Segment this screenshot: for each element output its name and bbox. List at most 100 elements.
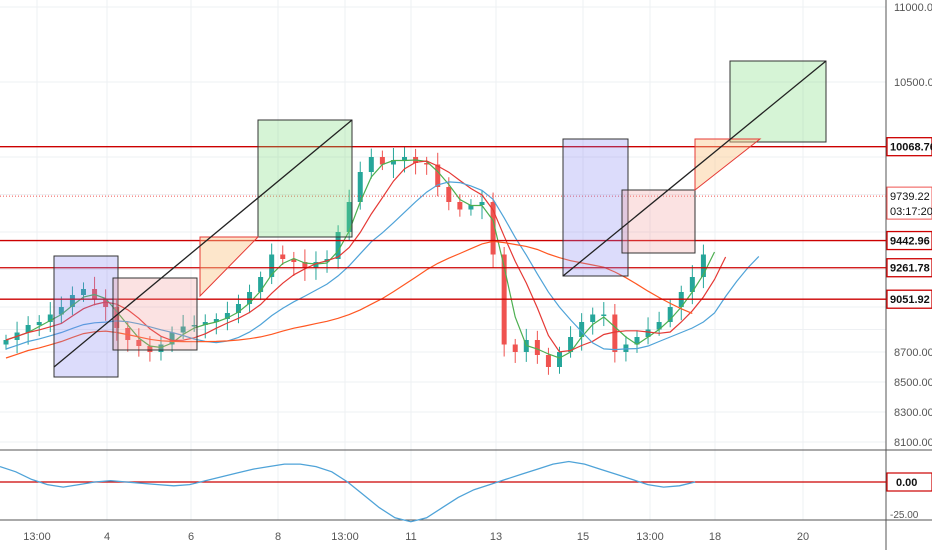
candle-body [545, 355, 551, 367]
level-price-tag [886, 137, 932, 157]
candle-body [457, 202, 463, 210]
candle-body [147, 346, 153, 352]
price-tick-label: 11000.00 [894, 2, 932, 14]
candle-body [634, 337, 640, 345]
candle-body [80, 289, 86, 295]
drawing-tools [53, 60, 827, 378]
price-tick-label: 8300.00 [894, 407, 932, 419]
candle-body [47, 314, 53, 322]
candle-body [213, 319, 219, 322]
oscillator-zero-label: 0.00 [896, 477, 917, 489]
time-tick-label: 4 [104, 531, 110, 543]
candle-body [114, 307, 120, 328]
level-price-label: 9261.78 [890, 263, 930, 275]
grid [0, 0, 886, 520]
time-tick-label: 13 [490, 531, 502, 543]
oscillator-pane [0, 460, 886, 523]
level-price-tag [886, 289, 932, 309]
candle-body [313, 262, 319, 268]
position-box[interactable] [257, 119, 353, 238]
candle-body [280, 254, 286, 259]
price-axis: 11000.00 10500.00 8700.00 8500.00 8300.00 810… [886, 2, 932, 521]
level-price-label: 9051.92 [890, 294, 930, 306]
candle-body [258, 277, 264, 292]
candle-body [590, 314, 596, 322]
candle-body [700, 254, 706, 277]
candle-body [667, 307, 673, 322]
candle-body [379, 157, 385, 165]
ema-fast-line [5, 159, 716, 359]
candle-body [36, 322, 42, 325]
candle-body [645, 329, 651, 337]
candle-body [58, 307, 64, 315]
time-tick-label: 8 [275, 531, 281, 543]
time-tick-label: 18 [709, 531, 721, 543]
level-price-tag [886, 258, 932, 278]
sma-line [5, 181, 760, 351]
candle-body [368, 157, 374, 172]
candle-body [435, 164, 441, 187]
candle-body [579, 322, 585, 337]
candle-body [69, 295, 75, 307]
candle-body [291, 259, 297, 262]
time-tick-label: 15 [577, 531, 589, 543]
level-price-tag [886, 230, 932, 251]
oscillator-line [0, 460, 696, 523]
triangle-drawing[interactable] [694, 138, 762, 192]
candle-body [601, 314, 607, 316]
ema-slow-line [5, 240, 693, 359]
candle-body [191, 325, 197, 327]
candle-body [623, 344, 629, 352]
level-price-label: 10068.76 [890, 142, 932, 154]
candle-body [302, 262, 308, 268]
levels [0, 146, 886, 300]
candle-body [568, 337, 574, 352]
triangle-drawing[interactable] [199, 236, 260, 298]
position-box[interactable] [53, 255, 119, 378]
time-axis: 13:00 4 6 8 13:00 11 13 15 13:00 18 20 [23, 531, 809, 543]
price-tick-label: 8100.00 [894, 437, 932, 449]
candle-body [656, 322, 662, 330]
candle-body [335, 232, 341, 259]
candle-body [247, 292, 253, 304]
candle-body [169, 332, 175, 345]
level-price-label: 9442.96 [890, 236, 930, 248]
time-tick-label: 6 [188, 531, 194, 543]
candle-body [136, 340, 142, 346]
trend-line[interactable] [53, 119, 353, 368]
candle-body [180, 326, 186, 333]
candle-body [512, 344, 518, 352]
candle-body [202, 322, 208, 325]
time-tick-label: 13:00 [331, 531, 359, 543]
candle-body [479, 202, 485, 205]
candle-body [612, 314, 618, 352]
candle-body [224, 313, 230, 319]
candle-body [490, 202, 496, 255]
ema-mid-line [5, 160, 727, 353]
trend-line[interactable] [562, 60, 827, 277]
candle-body [346, 202, 352, 232]
time-tick-label: 20 [797, 531, 809, 543]
current-price-tag [886, 186, 932, 220]
position-box[interactable] [112, 277, 198, 351]
candle-body [424, 163, 430, 165]
candle-body [269, 254, 275, 277]
time-tick-label: 13:00 [636, 531, 664, 543]
time-tick-label: 13:00 [23, 531, 51, 543]
position-box[interactable] [621, 189, 696, 254]
candle-body [402, 157, 408, 160]
price-tick-label: 8700.00 [894, 347, 932, 359]
candle-body [689, 277, 695, 292]
price-tick-label: 8500.00 [894, 377, 932, 389]
candle-body [468, 205, 474, 210]
current-price-label: 9739.22 [890, 191, 930, 203]
candle-body [534, 340, 540, 355]
candle-body [25, 325, 31, 333]
candle-body [158, 344, 164, 352]
position-box[interactable] [562, 138, 629, 277]
oscillator-zero-tag [886, 472, 932, 492]
candle-body [390, 160, 396, 165]
candle-body [3, 340, 9, 345]
